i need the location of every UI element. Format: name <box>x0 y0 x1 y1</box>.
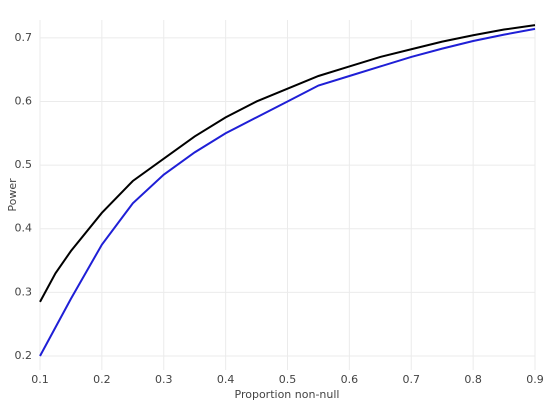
y-tick-label: 0.2 <box>15 349 33 362</box>
x-tick-label: 0.7 <box>403 373 421 386</box>
x-axis-title: Proportion non-null <box>235 388 340 401</box>
x-tick-label: 0.4 <box>217 373 235 386</box>
x-tick-label: 0.3 <box>155 373 173 386</box>
x-tick-label: 0.1 <box>31 373 49 386</box>
x-tick-label: 0.9 <box>526 373 544 386</box>
x-tick-label: 0.2 <box>93 373 111 386</box>
y-tick-label: 0.6 <box>15 94 33 107</box>
x-tick-label: 0.5 <box>279 373 297 386</box>
y-tick-label: 0.4 <box>15 222 33 235</box>
y-tick-label: 0.3 <box>15 285 33 298</box>
line <box>39 27 536 357</box>
y-tick-label: 0.7 <box>15 31 33 44</box>
x-tick-label: 0.8 <box>464 373 482 386</box>
y-axis-title: Power <box>6 178 19 212</box>
line <box>39 24 536 303</box>
y-tick-label: 0.5 <box>15 158 33 171</box>
x-tick-label: 0.6 <box>341 373 359 386</box>
